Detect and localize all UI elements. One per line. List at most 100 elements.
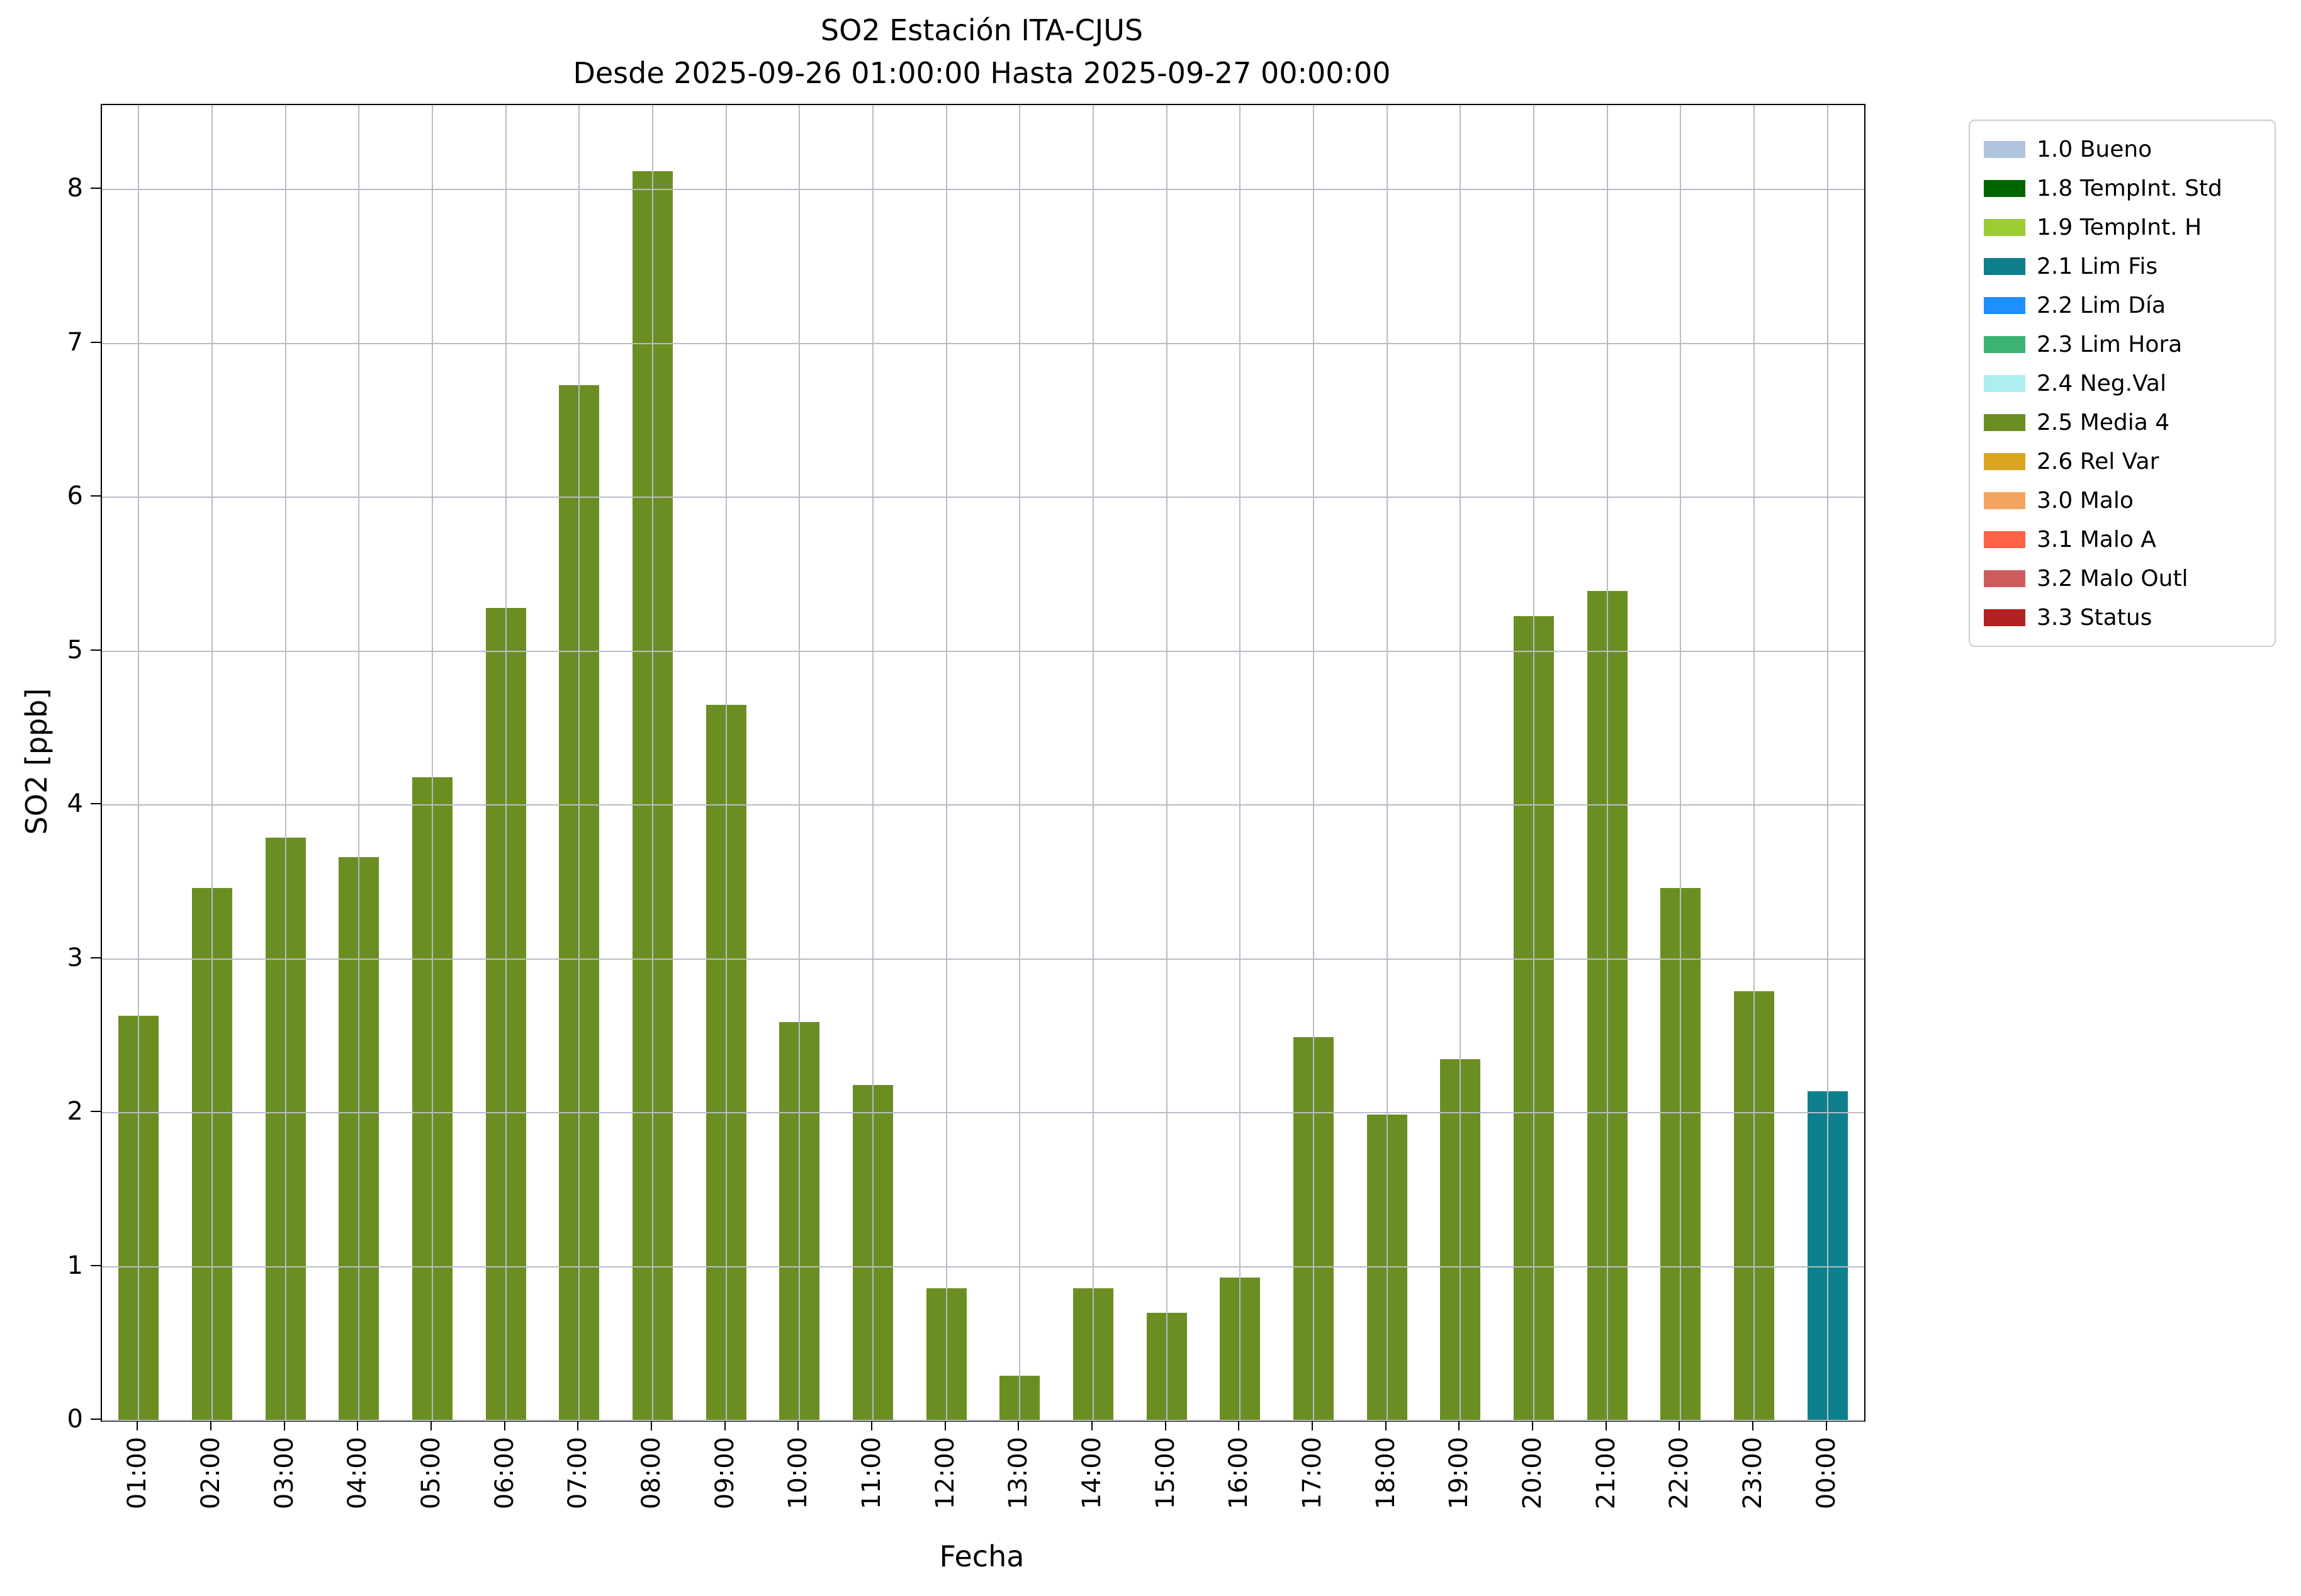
x-tick-mark: [944, 1420, 946, 1430]
legend-item: 2.2 Lim Día: [1984, 286, 2261, 325]
gridline-horizontal: [102, 804, 1864, 806]
y-tick-label: 6: [67, 481, 83, 511]
gridline-vertical: [358, 105, 359, 1420]
legend-label: 2.1 Lim Fis: [2037, 253, 2158, 279]
legend-swatch: [1984, 492, 2025, 509]
legend-label: 2.4 Neg.Val: [2037, 370, 2166, 396]
gridline-vertical: [505, 105, 507, 1420]
x-tick-mark: [1679, 1420, 1680, 1430]
x-tick-label: 14:00: [1077, 1437, 1106, 1510]
gridline-vertical: [1827, 105, 1828, 1420]
gridline-vertical: [652, 105, 653, 1420]
y-tick-label: 7: [67, 327, 83, 357]
legend-item: 3.0 Malo: [1984, 481, 2261, 520]
x-tick-label: 06:00: [490, 1437, 519, 1510]
legend-swatch: [1984, 413, 2025, 431]
x-tick-mark: [1752, 1420, 1753, 1430]
gridline-horizontal: [102, 1420, 1864, 1421]
gridline-vertical: [1166, 105, 1167, 1420]
gridline-vertical: [138, 105, 139, 1420]
legend-swatch: [1984, 374, 2025, 392]
legend-item: 2.3 Lim Hora: [1984, 325, 2261, 364]
plot-area: [101, 104, 1865, 1422]
gridline-vertical: [285, 105, 286, 1420]
x-tick-label: 04:00: [343, 1437, 373, 1510]
x-tick-label: 08:00: [637, 1437, 666, 1510]
gridline-horizontal: [102, 1112, 1864, 1113]
y-tick-mark: [91, 188, 101, 189]
legend-item: 2.6 Rel Var: [1984, 442, 2261, 481]
x-tick-mark: [1825, 1420, 1827, 1430]
x-tick-mark: [871, 1420, 872, 1430]
chart-title: SO2 Estación ITA-CJUS Desde 2025-09-26 0…: [101, 9, 1863, 94]
legend-item: 2.5 Media 4: [1984, 403, 2261, 442]
x-tick-label: 00:00: [1811, 1437, 1841, 1510]
x-tick-label: 17:00: [1298, 1437, 1327, 1510]
legend-swatch: [1984, 140, 2025, 158]
legend-item: 3.2 Malo Outl: [1984, 559, 2261, 598]
legend-label: 3.2 Malo Outl: [2037, 565, 2188, 592]
legend-label: 1.8 TempInt. Std: [2037, 175, 2222, 201]
x-tick-mark: [210, 1420, 211, 1430]
legend-item: 2.4 Neg.Val: [1984, 364, 2261, 403]
gridline-horizontal: [102, 651, 1864, 652]
x-tick-mark: [1385, 1420, 1387, 1430]
y-tick-mark: [91, 1264, 101, 1266]
y-tick-mark: [91, 957, 101, 958]
y-tick-label: 0: [67, 1405, 83, 1434]
x-axis-label: Fecha: [939, 1539, 1025, 1573]
x-tick-label: 01:00: [123, 1437, 152, 1510]
legend-item: 1.0 Bueno: [1984, 130, 2261, 169]
gridline-vertical: [1753, 105, 1755, 1420]
gridline-vertical: [1680, 105, 1681, 1420]
legend-swatch: [1984, 257, 2025, 275]
legend-swatch: [1984, 179, 2025, 197]
x-tick-label: 15:00: [1150, 1437, 1180, 1510]
gridline-horizontal: [102, 189, 1864, 190]
legend-label: 2.2 Lim Día: [2037, 292, 2166, 318]
gridline-vertical: [1387, 105, 1388, 1420]
y-tick-label: 4: [67, 789, 83, 819]
gridline-horizontal: [102, 1266, 1864, 1267]
x-tick-label: 05:00: [417, 1437, 446, 1510]
x-tick-label: 21:00: [1591, 1437, 1621, 1510]
legend: 1.0 Bueno 1.8 TempInt. Std 1.9 TempInt. H 2…: [1969, 120, 2276, 647]
legend-label: 2.3 Lim Hora: [2037, 331, 2183, 357]
x-tick-mark: [430, 1420, 432, 1430]
gridline-vertical: [799, 105, 800, 1420]
legend-label: 3.3 Status: [2037, 604, 2152, 631]
x-tick-mark: [1018, 1420, 1020, 1430]
x-tick-mark: [283, 1420, 285, 1430]
legend-label: 3.0 Malo: [2037, 487, 2134, 514]
x-tick-mark: [651, 1420, 652, 1430]
legend-item: 1.9 TempInt. H: [1984, 208, 2261, 247]
x-tick-mark: [1164, 1420, 1166, 1430]
x-tick-label: 03:00: [269, 1437, 299, 1510]
legend-label: 1.9 TempInt. H: [2037, 214, 2202, 240]
legend-label: 1.0 Bueno: [2037, 136, 2152, 162]
gridline-vertical: [1239, 105, 1241, 1420]
x-tick-label: 13:00: [1004, 1437, 1033, 1510]
x-tick-label: 18:00: [1371, 1437, 1400, 1510]
x-tick-mark: [137, 1420, 138, 1430]
gridline-vertical: [1460, 105, 1461, 1420]
x-tick-label: 02:00: [196, 1437, 225, 1510]
legend-label: 3.1 Malo A: [2037, 526, 2156, 553]
x-tick-mark: [1458, 1420, 1460, 1430]
y-tick-label: 5: [67, 635, 83, 665]
x-tick-label: 07:00: [563, 1437, 593, 1510]
x-tick-mark: [1238, 1420, 1240, 1430]
gridline-vertical: [872, 105, 874, 1420]
legend-label: 2.6 Rel Var: [2037, 448, 2159, 475]
legend-item: 3.3 Status: [1984, 598, 2261, 637]
x-tick-mark: [1091, 1420, 1093, 1430]
x-tick-label: 19:00: [1444, 1437, 1474, 1510]
x-tick-label: 11:00: [857, 1437, 886, 1510]
legend-swatch: [1984, 296, 2025, 314]
x-tick-mark: [504, 1420, 505, 1430]
x-tick-label: 12:00: [930, 1437, 960, 1510]
x-tick-mark: [1605, 1420, 1607, 1430]
x-tick-label: 23:00: [1738, 1437, 1767, 1510]
gridline-vertical: [1093, 105, 1094, 1420]
